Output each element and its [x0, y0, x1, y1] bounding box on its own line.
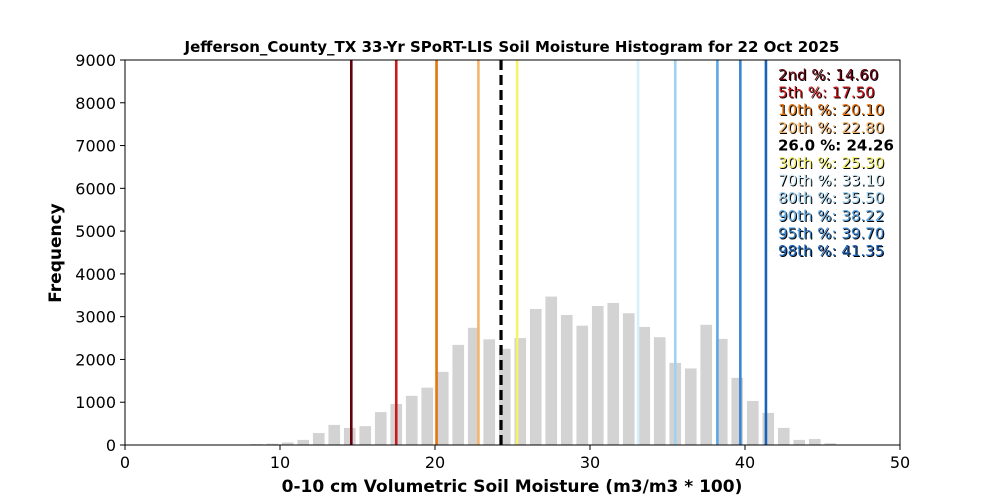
percentile-label: 30th %: 25.30: [778, 154, 884, 172]
percentile-label-shadow: 20th %: 22.80: [779, 120, 885, 138]
y-tick-label: 2000: [75, 350, 116, 369]
y-tick-label: 8000: [75, 94, 116, 113]
percentile-label: 26.0 %: 24.26: [778, 136, 894, 154]
histogram-bar: [483, 339, 496, 445]
x-tick-label: 0: [120, 453, 130, 472]
y-axis-ticks: 0 1000 2000 3000 4000 5000 6000 7000 8000 9000: [75, 51, 125, 455]
histogram-bar: [281, 442, 294, 445]
histogram-bar: [328, 424, 341, 445]
percentile-label-shadow: 95th %: 39.70: [779, 225, 885, 243]
chart-title: Jefferson_County_TX 33-Yr SPoRT-LIS Soil…: [184, 38, 840, 56]
histogram-bar: [560, 314, 573, 445]
histogram-bar: [731, 377, 744, 445]
percentile-label: 5th %: 17.50: [778, 84, 875, 102]
percentile-label: 10th %: 20.10: [778, 101, 884, 119]
x-axis-label: 0-10 cm Volumetric Soil Moisture (m3/m3 …: [282, 477, 743, 497]
y-tick-label: 9000: [75, 51, 116, 70]
histogram-bar: [297, 439, 310, 445]
histogram-bar: [405, 395, 418, 445]
percentile-label-shadow: 90th %: 38.22: [779, 208, 885, 226]
histogram-bar: [591, 305, 604, 445]
histogram-bar: [374, 412, 387, 445]
histogram-bar: [777, 427, 790, 445]
percentile-label-shadow: 70th %: 33.10: [779, 173, 885, 191]
y-tick-label: 6000: [75, 179, 116, 198]
x-tick-label: 30: [580, 453, 600, 472]
plot-frame: [124, 59, 901, 446]
histogram-bar: [622, 313, 635, 445]
percentile-label: 70th %: 33.10: [778, 172, 884, 190]
histogram-bar: [576, 325, 589, 445]
histogram-bar: [824, 443, 837, 445]
percentile-label-shadow: 10th %: 20.10: [779, 102, 885, 120]
histogram-bar: [684, 368, 697, 445]
histogram-bar: [359, 426, 372, 445]
histogram-bar: [700, 324, 713, 445]
percentile-lines: [349, 60, 768, 445]
x-tick-label: 50: [890, 453, 910, 472]
histogram-bar: [312, 433, 325, 445]
percentile-label: 90th %: 38.22: [778, 207, 884, 225]
histogram-bar: [529, 308, 542, 445]
percentile-label: 80th %: 35.50: [778, 189, 884, 207]
percentile-label: 20th %: 22.80: [778, 119, 884, 137]
histogram-bar: [638, 326, 651, 445]
histogram-bar: [514, 338, 527, 445]
percentile-label: 95th %: 39.70: [778, 224, 884, 242]
histogram-bar: [498, 348, 511, 445]
x-axis-ticks: 0 10 20 30 40 50: [120, 445, 910, 472]
y-tick-label: 3000: [75, 308, 116, 327]
histogram-bar: [421, 387, 434, 445]
percentile-label-shadow: 5th %: 17.50: [779, 85, 876, 103]
histogram-bar: [607, 302, 620, 445]
histogram-bar: [266, 443, 279, 445]
histogram-bar: [793, 439, 806, 445]
x-tick-label: 40: [735, 453, 755, 472]
histogram-bar: [715, 338, 728, 445]
axes-frame: [124, 59, 901, 446]
percentile-label-shadow: 2nd %: 14.60: [779, 67, 879, 85]
histogram-bar: [746, 400, 759, 445]
percentile-label-shadow: 30th %: 25.30: [779, 155, 885, 173]
y-axis-label: Frequency: [46, 203, 66, 303]
histogram-bar: [762, 412, 775, 445]
histogram-bar: [452, 344, 465, 445]
y-tick-label: 4000: [75, 265, 116, 284]
percentile-label-shadow: 80th %: 35.50: [779, 190, 885, 208]
percentile-label-shadow: 98th %: 41.35: [779, 243, 885, 261]
x-tick-label: 10: [270, 453, 290, 472]
histogram-bar: [467, 327, 480, 445]
x-tick-label: 20: [425, 453, 445, 472]
histogram-bars: [235, 296, 837, 445]
histogram-bar: [653, 337, 666, 445]
histogram-bar: [343, 427, 356, 445]
histogram-bar: [436, 371, 449, 445]
y-tick-label: 7000: [75, 137, 116, 156]
y-tick-label: 0: [106, 436, 116, 455]
y-tick-label: 1000: [75, 393, 116, 412]
y-tick-label: 5000: [75, 222, 116, 241]
percentile-label: 98th %: 41.35: [778, 242, 884, 260]
percentile-label: 2nd %: 14.60: [778, 66, 878, 84]
histogram-bar: [545, 296, 558, 445]
histogram-bar: [808, 439, 821, 445]
